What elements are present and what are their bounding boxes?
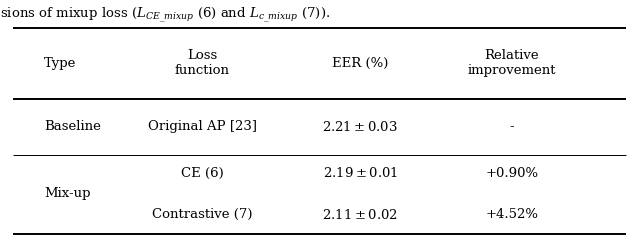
Text: $2.21 \pm 0.03$: $2.21 \pm 0.03$: [322, 120, 398, 134]
Text: sions of mixup loss ($L_{CE\_mixup}$ (6) and $L_{c\_mixup}$ (7)).: sions of mixup loss ($L_{CE\_mixup}$ (6)…: [0, 6, 331, 25]
Text: Contrastive (7): Contrastive (7): [152, 208, 253, 221]
Text: CE (6): CE (6): [181, 167, 224, 180]
Text: $2.11 \pm 0.02$: $2.11 \pm 0.02$: [322, 208, 398, 222]
Text: EER (%): EER (%): [332, 57, 389, 70]
Text: -: -: [509, 120, 514, 133]
Text: Loss
function: Loss function: [174, 50, 230, 77]
Text: Relative
improvement: Relative improvement: [468, 50, 556, 77]
Text: +0.90%: +0.90%: [485, 167, 538, 180]
Text: Mix-up: Mix-up: [44, 187, 91, 201]
Text: +4.52%: +4.52%: [485, 208, 538, 221]
Text: Original AP [23]: Original AP [23]: [148, 120, 257, 133]
Text: Baseline: Baseline: [44, 120, 101, 133]
Text: $2.19 \pm 0.01$: $2.19 \pm 0.01$: [323, 166, 398, 180]
Text: Type: Type: [44, 57, 76, 70]
